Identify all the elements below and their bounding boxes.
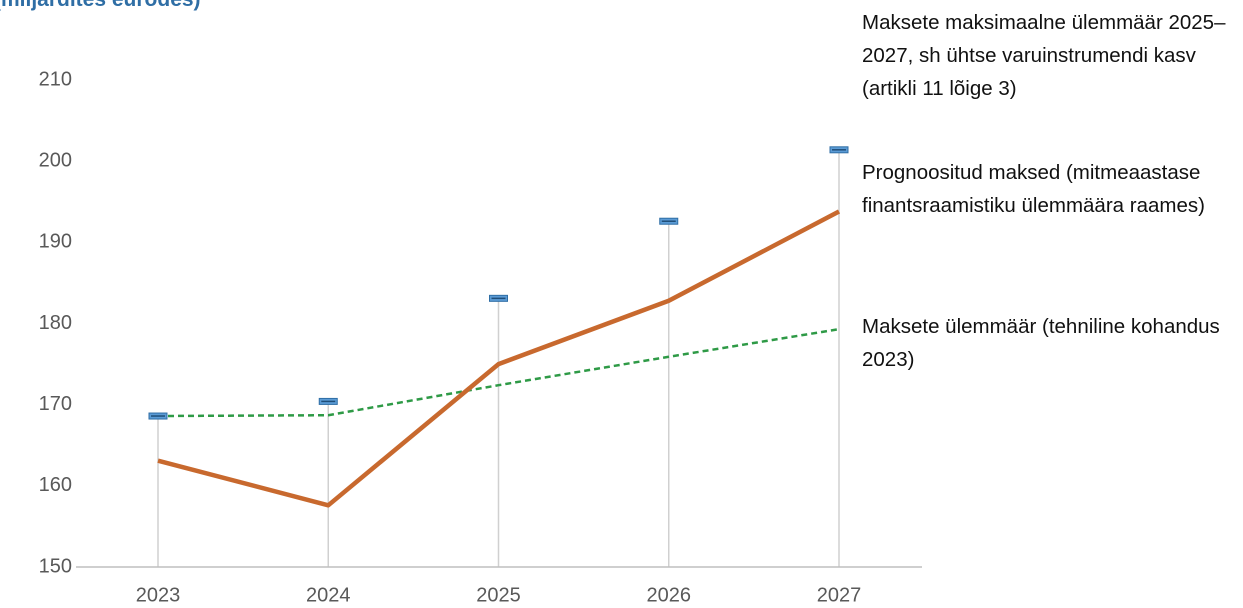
x-tick-label: 2023: [136, 584, 181, 606]
x-tick-label: 2026: [647, 584, 692, 606]
y-tick-label: 150: [39, 555, 72, 577]
y-tick-label: 180: [39, 312, 72, 334]
legend-entry: Maksete ülemmäär (tehniline kohandus 202…: [862, 315, 1220, 371]
y-tick-label: 210: [39, 68, 72, 90]
legend-entry: Prognoositud maksed (mitmeaastase finant…: [862, 161, 1205, 217]
legend-entry: Maksete maksimaalne ülemmäär 2025–2027, …: [862, 11, 1226, 100]
y-tick-label: 200: [39, 149, 72, 171]
x-tick-label: 2027: [817, 584, 862, 606]
series-line: [157, 327, 840, 418]
x-tick-label: 2024: [306, 584, 351, 606]
series-line: [157, 209, 841, 508]
y-tick-label: 190: [39, 231, 72, 253]
chart-title: (miljardites eurodes): [0, 0, 201, 12]
x-tick-label: 2025: [476, 584, 521, 606]
y-tick-label: 170: [39, 393, 72, 415]
y-tick-label: 160: [39, 474, 72, 496]
